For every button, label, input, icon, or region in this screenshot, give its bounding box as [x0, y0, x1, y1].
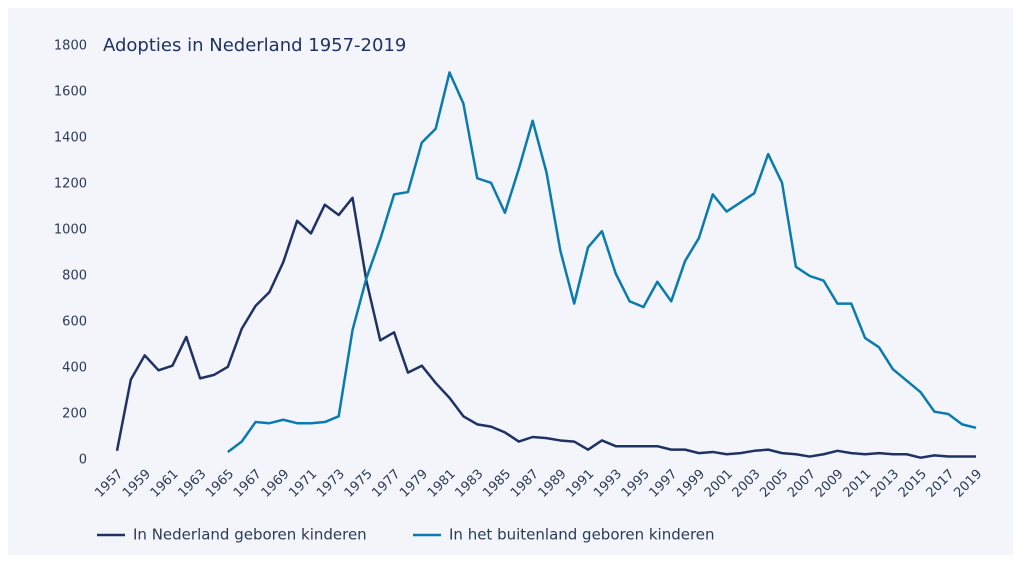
y-tick-label: 1000 — [54, 223, 87, 238]
y-tick-label: 400 — [62, 361, 87, 376]
chart-title: Adopties in Nederland 1957-2019 — [103, 35, 406, 56]
panel — [8, 8, 1013, 555]
series-line — [227, 71, 977, 453]
y-tick-label: 1600 — [54, 85, 87, 100]
y-tick-label: 1200 — [54, 177, 87, 192]
y-tick-label: 600 — [62, 315, 87, 330]
y-tick-label: 1400 — [54, 131, 87, 146]
y-tick-label: 800 — [62, 269, 87, 284]
y-tick-label: 200 — [62, 407, 87, 422]
y-tick-label: 1800 — [54, 39, 87, 54]
series-line — [115, 196, 976, 459]
legend-label: In het buitenland geboren kinderen — [449, 526, 715, 544]
y-tick-label: 0 — [79, 453, 87, 468]
legend-label: In Nederland geboren kinderen — [133, 526, 367, 544]
